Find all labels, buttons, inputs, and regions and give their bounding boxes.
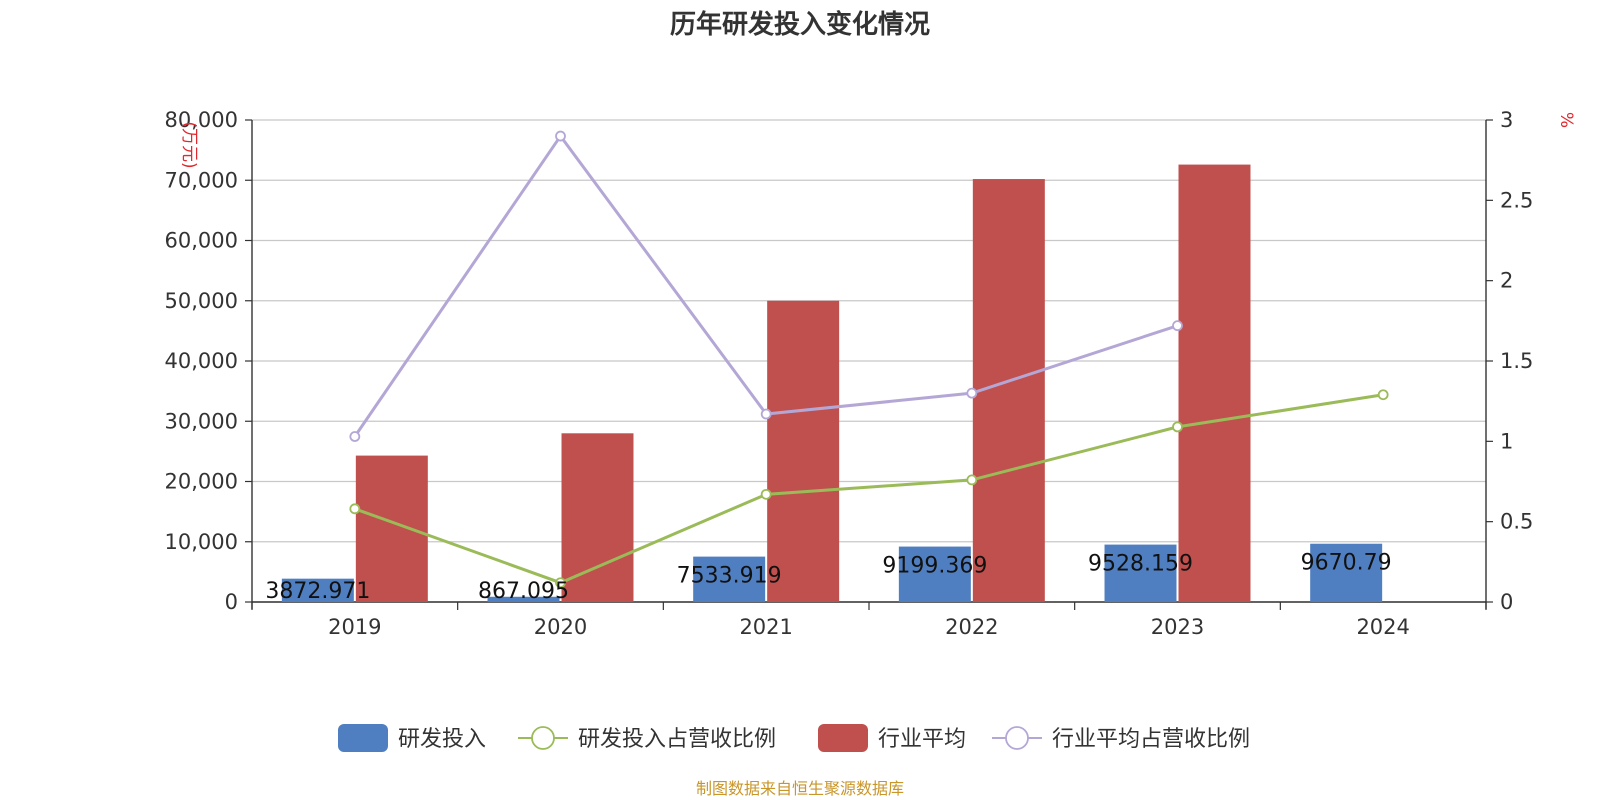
bar-data-label: 7533.919 [677,564,782,589]
line-point [760,408,772,420]
x-axis-label: 2021 [739,615,792,639]
bars [281,164,1383,603]
bar-industry-average [1178,164,1251,602]
legend-label: 行业平均占营收比例 [1052,727,1250,752]
line-point [966,474,978,486]
right-axis-tick-label: 0 [1500,590,1513,614]
x-axis-label: 2020 [534,615,587,639]
right-axis-tick-label: 2 [1500,269,1513,293]
legend-item[interactable]: 研发投入 [338,724,486,752]
bar-data-label: 867.095 [478,579,569,604]
bar-industry-average [561,433,634,602]
legend-label: 研发投入占营收比例 [578,727,776,752]
bar-industry-average [355,455,428,602]
bar-rd-investment [693,556,766,602]
right-axis-tick-label: 1.5 [1500,349,1533,373]
bar-rd-investment [898,546,971,602]
x-axis-label: 2022 [945,615,998,639]
left-axis-tick-label: 50,000 [165,289,238,313]
line-1 [354,393,1384,585]
axes: 0 10,000 20,000 30,000 40,000 50,000 60,000 70,… [165,108,1534,639]
line-3 [353,133,1178,438]
line-point [1172,320,1183,332]
x-axis-label: 2024 [1356,615,1409,639]
x-axis-label: 2019 [328,615,381,639]
gridlines [252,119,1486,603]
bar-rd-investment [1310,543,1383,602]
data-labels: 3872.971 867.095 7533.919 9199.369 9528.159 9… [265,551,1391,604]
line-point [1377,389,1389,401]
bar-rd-investment [281,578,354,602]
line-point [555,130,566,142]
legend-swatch [818,724,868,752]
line-point [349,503,361,515]
bar-data-label: 3872.971 [265,579,370,604]
left-axis-tick-label: 70,000 [165,168,238,192]
left-axis-unit: (万元) [179,121,199,168]
bar-rd-investment [487,596,560,602]
x-axis-label: 2023 [1151,615,1204,639]
legend-swatch [338,724,388,752]
legend-marker [531,726,555,750]
line-point [555,577,566,589]
source-note: 制图数据来自恒生聚源数据库 [696,779,904,798]
legend[interactable]: 研发投入 研发投入占营收比例 行业平均 行业平均占营收比例 [338,724,1250,752]
left-axis-tick-label: 20,000 [165,470,238,494]
left-axis-tick-label: 30,000 [165,409,238,433]
right-axis-tick-label: 3 [1500,108,1513,132]
legend-marker [1005,726,1029,750]
left-axis-tick-label: 0 [225,590,238,614]
right-axis-unit: % [1556,112,1576,128]
bar-data-label: 9528.159 [1088,552,1193,577]
bar-rd-investment [1104,544,1177,602]
right-axis-tick-label: 2.5 [1500,188,1533,212]
bar-data-label: 9199.369 [882,554,987,579]
legend-label: 行业平均 [878,727,966,752]
bar-data-label: 9670.79 [1301,551,1392,576]
bar-industry-average [767,300,840,602]
left-axis-tick-label: 10,000 [165,530,238,554]
line-point [1172,421,1183,433]
left-axis-tick-label: 40,000 [165,349,238,373]
line-point [349,431,361,442]
lines [349,130,1389,589]
left-axis-tick-label: 60,000 [165,229,238,253]
chart-title: 历年研发投入变化情况 [670,9,930,40]
legend-label: 研发投入 [398,727,486,752]
left-axis-tick-label: 80,000 [165,108,238,132]
right-axis-tick-label: 1 [1500,429,1513,453]
right-axis-tick-label: 0.5 [1500,510,1533,534]
line-point [966,387,978,399]
bar-industry-average [972,179,1045,603]
legend-item[interactable]: 行业平均 [818,724,966,752]
legend-item[interactable]: 研发投入占营收比例 [518,726,776,752]
legend-item[interactable]: 行业平均占营收比例 [992,726,1250,752]
line-point [760,488,772,500]
